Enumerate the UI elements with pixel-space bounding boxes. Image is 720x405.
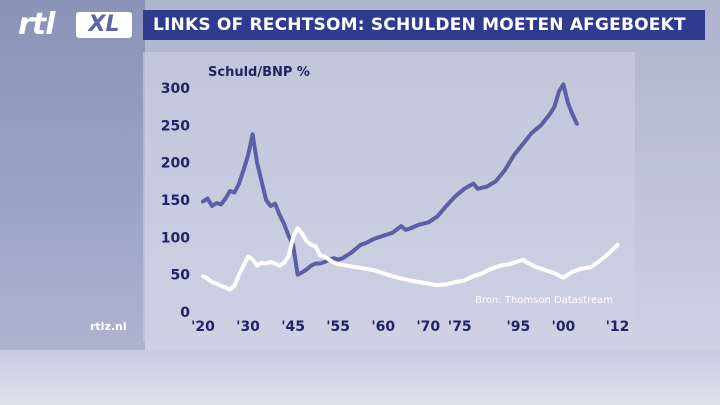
x-tick-label: '00 xyxy=(552,319,576,335)
x-tick-label: '60 xyxy=(371,319,395,335)
series-line-blue xyxy=(201,82,579,277)
source-note: Bron: Thomson Datastream xyxy=(475,295,613,306)
series-line-white xyxy=(201,226,620,292)
headline-text: LINKS OF RECHTSOM: SCHULDEN MOETEN AFGEB… xyxy=(153,15,686,35)
background-left-panel xyxy=(0,0,145,405)
x-tick-label: '45 xyxy=(281,319,305,335)
x-axis-ticks: '20 '30 '45 '55 '60 '70 '75 '95 '00 '12 xyxy=(191,319,629,335)
y-tick-label: 0 xyxy=(180,305,190,321)
y-axis-ticks: 0 50 100 150 200 250 300 xyxy=(161,81,190,321)
logo-xl-badge: XL xyxy=(76,12,132,38)
logo-rtl-text: rtl xyxy=(18,7,55,42)
x-tick-label: '75 xyxy=(448,319,472,335)
x-tick-label: '20 xyxy=(191,319,215,335)
x-tick-label: '30 xyxy=(236,319,260,335)
y-tick-label: 200 xyxy=(161,156,190,172)
headline-bar: LINKS OF RECHTSOM: SCHULDEN MOETEN AFGEB… xyxy=(143,10,705,40)
x-tick-label: '70 xyxy=(416,319,440,335)
chart-series xyxy=(201,82,620,292)
site-url: rtlz.nl xyxy=(90,320,127,333)
x-tick-label: '12 xyxy=(606,319,630,335)
background-bottom-band xyxy=(0,350,720,405)
x-tick-label: '55 xyxy=(326,319,350,335)
y-axis-label: Schuld/BNP % xyxy=(208,65,310,80)
x-tick-label: '95 xyxy=(506,319,530,335)
rtl-xl-logo: rtl XL xyxy=(18,6,136,44)
y-tick-label: 250 xyxy=(161,118,190,134)
y-tick-label: 150 xyxy=(161,193,190,209)
y-tick-label: 50 xyxy=(171,268,191,284)
y-tick-label: 300 xyxy=(161,81,190,97)
y-tick-label: 100 xyxy=(161,230,190,246)
